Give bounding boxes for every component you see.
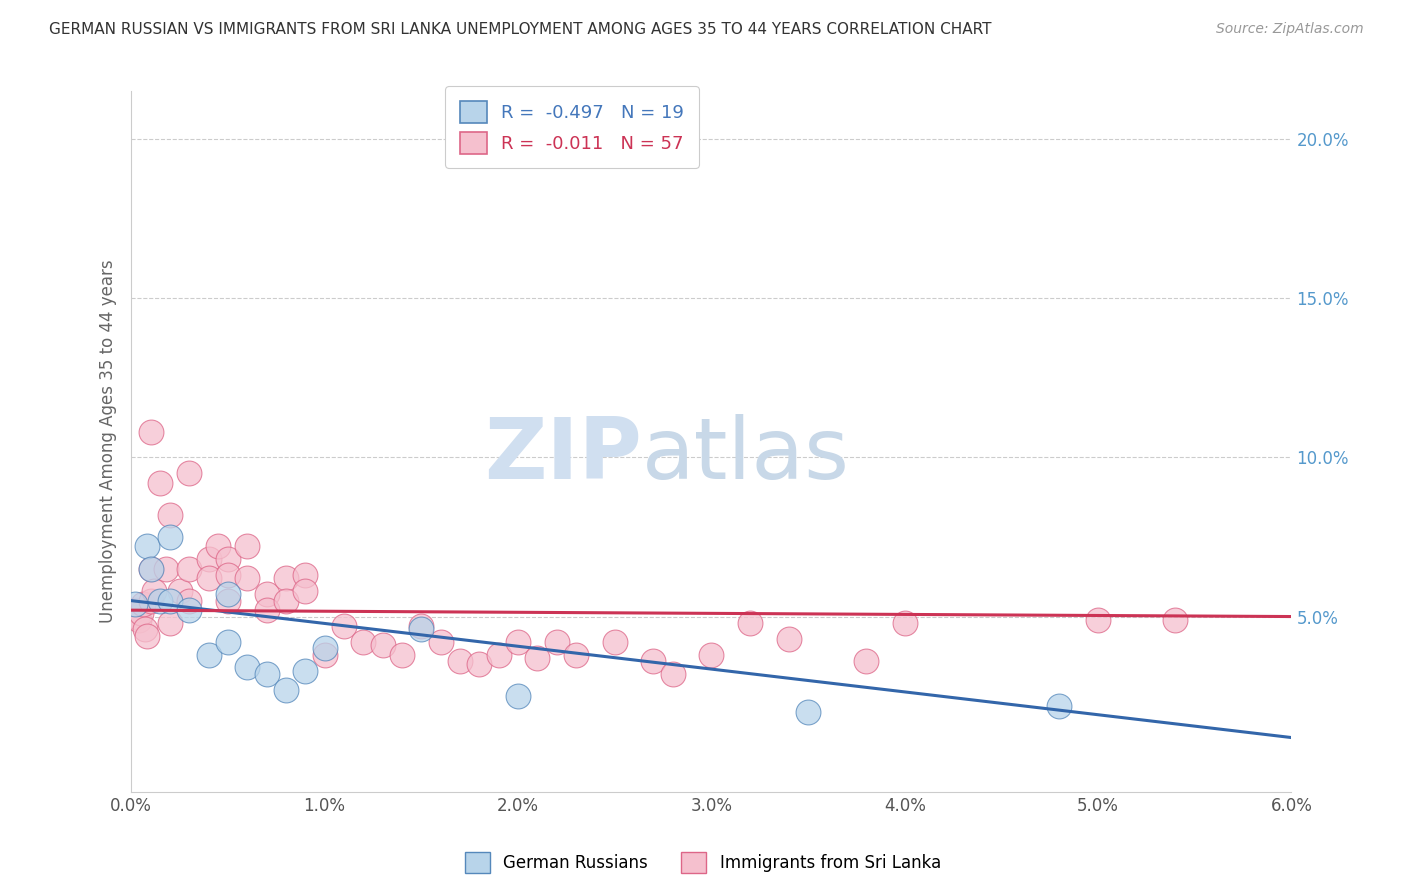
Point: [217, 593, 239, 607]
Legend: German Russians, Immigrants from Sri Lanka: German Russians, Immigrants from Sri Lan…: [458, 846, 948, 880]
Point: [314, 648, 336, 662]
Point: [179, 562, 201, 576]
Point: [488, 648, 510, 662]
Point: [139, 593, 162, 607]
Point: [546, 635, 568, 649]
Point: [1047, 698, 1070, 713]
Point: [149, 475, 172, 490]
Point: [159, 615, 181, 630]
Point: [132, 597, 155, 611]
Point: [143, 584, 166, 599]
Point: [155, 562, 177, 576]
Point: [274, 571, 297, 585]
Point: [333, 619, 356, 633]
Point: [139, 425, 162, 439]
Point: [661, 666, 683, 681]
Point: [134, 622, 156, 636]
Point: [128, 613, 150, 627]
Point: [179, 593, 201, 607]
Point: [179, 467, 201, 481]
Point: [159, 593, 181, 607]
Point: [129, 607, 152, 621]
Point: [855, 654, 877, 668]
Point: [468, 657, 491, 672]
Point: [778, 632, 800, 646]
Point: [643, 654, 665, 668]
Point: [207, 540, 229, 554]
Point: [274, 682, 297, 697]
Point: [236, 571, 259, 585]
Point: [314, 641, 336, 656]
Point: [738, 615, 761, 630]
Point: [256, 603, 278, 617]
Point: [236, 540, 259, 554]
Point: [124, 597, 146, 611]
Point: [179, 603, 201, 617]
Point: [700, 648, 723, 662]
Point: [429, 635, 451, 649]
Point: [294, 568, 316, 582]
Point: [197, 571, 219, 585]
Point: [1087, 613, 1109, 627]
Point: [197, 648, 219, 662]
Point: [139, 562, 162, 576]
Point: [169, 584, 191, 599]
Point: [217, 552, 239, 566]
Text: ZIP: ZIP: [484, 414, 641, 497]
Point: [371, 638, 394, 652]
Point: [217, 568, 239, 582]
Text: atlas: atlas: [641, 414, 849, 497]
Point: [411, 619, 433, 633]
Point: [256, 666, 278, 681]
Point: [449, 654, 471, 668]
Legend: R =  -0.497   N = 19, R =  -0.011   N = 57: R = -0.497 N = 19, R = -0.011 N = 57: [446, 87, 699, 168]
Point: [159, 530, 181, 544]
Point: [149, 593, 172, 607]
Point: [135, 629, 157, 643]
Point: [526, 651, 548, 665]
Point: [124, 603, 146, 617]
Point: [391, 648, 413, 662]
Text: Source: ZipAtlas.com: Source: ZipAtlas.com: [1216, 22, 1364, 37]
Point: [217, 635, 239, 649]
Text: GERMAN RUSSIAN VS IMMIGRANTS FROM SRI LANKA UNEMPLOYMENT AMONG AGES 35 TO 44 YEA: GERMAN RUSSIAN VS IMMIGRANTS FROM SRI LA…: [49, 22, 991, 37]
Point: [1164, 613, 1187, 627]
Y-axis label: Unemployment Among Ages 35 to 44 years: Unemployment Among Ages 35 to 44 years: [100, 260, 117, 624]
Point: [294, 664, 316, 678]
Point: [236, 660, 259, 674]
Point: [125, 609, 148, 624]
Point: [135, 540, 157, 554]
Point: [274, 593, 297, 607]
Point: [159, 508, 181, 522]
Point: [603, 635, 626, 649]
Point: [352, 635, 374, 649]
Point: [256, 587, 278, 601]
Point: [139, 562, 162, 576]
Point: [294, 584, 316, 599]
Point: [797, 705, 820, 719]
Point: [565, 648, 588, 662]
Point: [217, 587, 239, 601]
Point: [506, 689, 529, 703]
Point: [197, 552, 219, 566]
Point: [411, 622, 433, 636]
Point: [893, 615, 915, 630]
Point: [506, 635, 529, 649]
